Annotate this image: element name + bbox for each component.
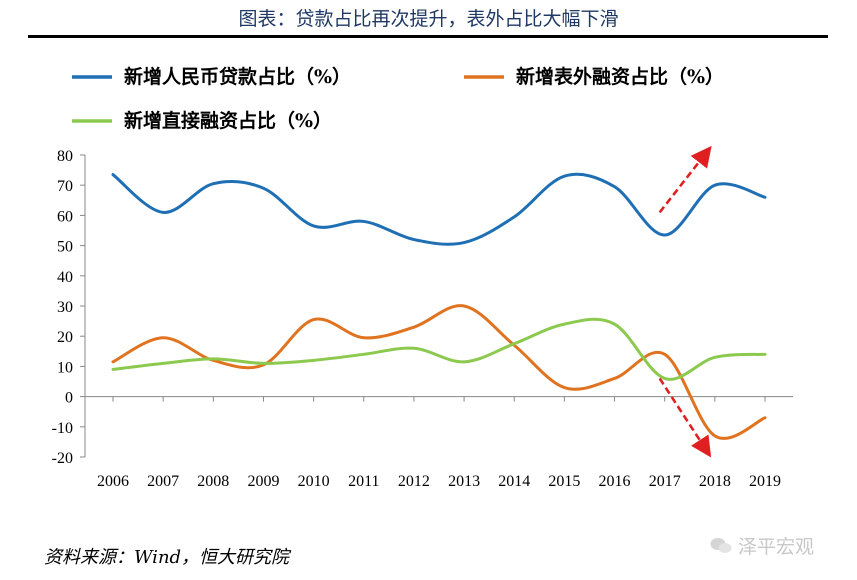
data-point	[663, 377, 666, 380]
x-tick-label: 2011	[348, 473, 379, 490]
y-tick-label: 20	[57, 329, 73, 346]
watermark: 泽平宏观	[710, 532, 814, 559]
data-point	[462, 360, 466, 364]
x-tick-label: 2010	[298, 473, 330, 490]
data-point	[212, 357, 215, 361]
legend-label: 新增直接融资占比（%）	[124, 109, 332, 132]
data-point	[663, 233, 666, 237]
chart-annotations	[658, 145, 712, 458]
data-point	[412, 325, 416, 329]
data-point	[613, 322, 616, 326]
y-tick-label: 30	[57, 299, 73, 316]
data-point	[563, 322, 566, 326]
arrow-up	[658, 145, 712, 214]
x-tick-label: 2017	[649, 473, 681, 490]
y-tick-label: 50	[57, 239, 73, 256]
legend-label: 新增表外融资占比（%）	[516, 65, 724, 88]
data-point	[312, 224, 315, 228]
y-tick-label: 80	[57, 148, 73, 165]
x-tick-label: 2006	[97, 473, 129, 490]
x-tick-label: 2018	[699, 473, 731, 490]
arrow-down	[658, 377, 712, 458]
y-tick-label: 60	[57, 208, 73, 225]
data-point	[763, 353, 767, 356]
data-point	[563, 174, 566, 178]
y-tick-label: 70	[57, 178, 73, 195]
x-tick-label: 2013	[448, 473, 480, 490]
data-point	[262, 187, 265, 190]
data-point	[262, 362, 265, 365]
data-point	[713, 184, 717, 187]
data-point	[161, 211, 165, 214]
series-line-3	[111, 317, 767, 381]
line-chart: 新增人民币贷款占比（%） 新增表外融资占比（%） 新增直接融资占比（%） -20 -1…	[52, 65, 793, 490]
x-tick-label: 2012	[398, 473, 430, 490]
chart-title: 图表：贷款占比再次提升，表外占比大幅下滑	[238, 8, 619, 30]
x-tick-label: 2007	[147, 473, 179, 490]
data-point	[513, 342, 516, 345]
x-tick-label: 2015	[548, 473, 580, 490]
data-point	[312, 318, 315, 321]
series-line-2	[111, 304, 767, 440]
wechat-icon	[710, 537, 732, 553]
data-point	[713, 356, 717, 359]
data-point	[563, 386, 566, 389]
legend-label: 新增人民币贷款占比（%）	[124, 65, 351, 88]
y-tick-label: 10	[57, 359, 73, 376]
y-tick-label: 40	[57, 269, 73, 286]
data-point	[763, 416, 767, 419]
title-divider	[28, 35, 828, 38]
data-point	[161, 336, 165, 339]
x-tick-label: 2008	[197, 473, 229, 490]
data-point	[212, 182, 215, 185]
x-tick-label: 2009	[247, 473, 279, 490]
data-point	[663, 353, 666, 356]
data-point	[111, 173, 115, 176]
data-point	[362, 353, 365, 356]
data-point	[763, 196, 767, 199]
data-point	[362, 336, 365, 339]
data-point	[161, 362, 165, 365]
data-point	[412, 238, 416, 241]
x-tick-label: 2014	[498, 473, 530, 490]
series-line-1	[111, 172, 767, 246]
data-point	[462, 241, 466, 244]
data-point	[312, 359, 315, 362]
data-point	[362, 220, 365, 223]
data-point	[111, 360, 115, 364]
x-tick-label: 2016	[599, 473, 631, 490]
watermark-text: 泽平宏观	[738, 536, 815, 558]
chart-lines	[111, 172, 767, 440]
y-tick-label: 0	[65, 390, 73, 407]
y-tick-label: -10	[52, 420, 73, 437]
data-point	[462, 304, 466, 308]
data-point	[513, 215, 516, 219]
x-tick-label: 2019	[749, 473, 781, 490]
data-point	[412, 347, 416, 350]
data-point	[111, 368, 115, 371]
chart-axes: -20 -10 0 10 20 30 40 50 60 70 80 2006 2007 2008 2009 2…	[52, 148, 793, 490]
data-point	[613, 377, 616, 380]
data-point	[613, 185, 616, 188]
y-tick-label: -20	[52, 450, 73, 467]
source-note: 资料来源：Wind，恒大研究院	[44, 547, 290, 568]
legend: 新增人民币贷款占比（%） 新增表外融资占比（%） 新增直接融资占比（%）	[72, 65, 724, 132]
data-point	[713, 434, 717, 438]
